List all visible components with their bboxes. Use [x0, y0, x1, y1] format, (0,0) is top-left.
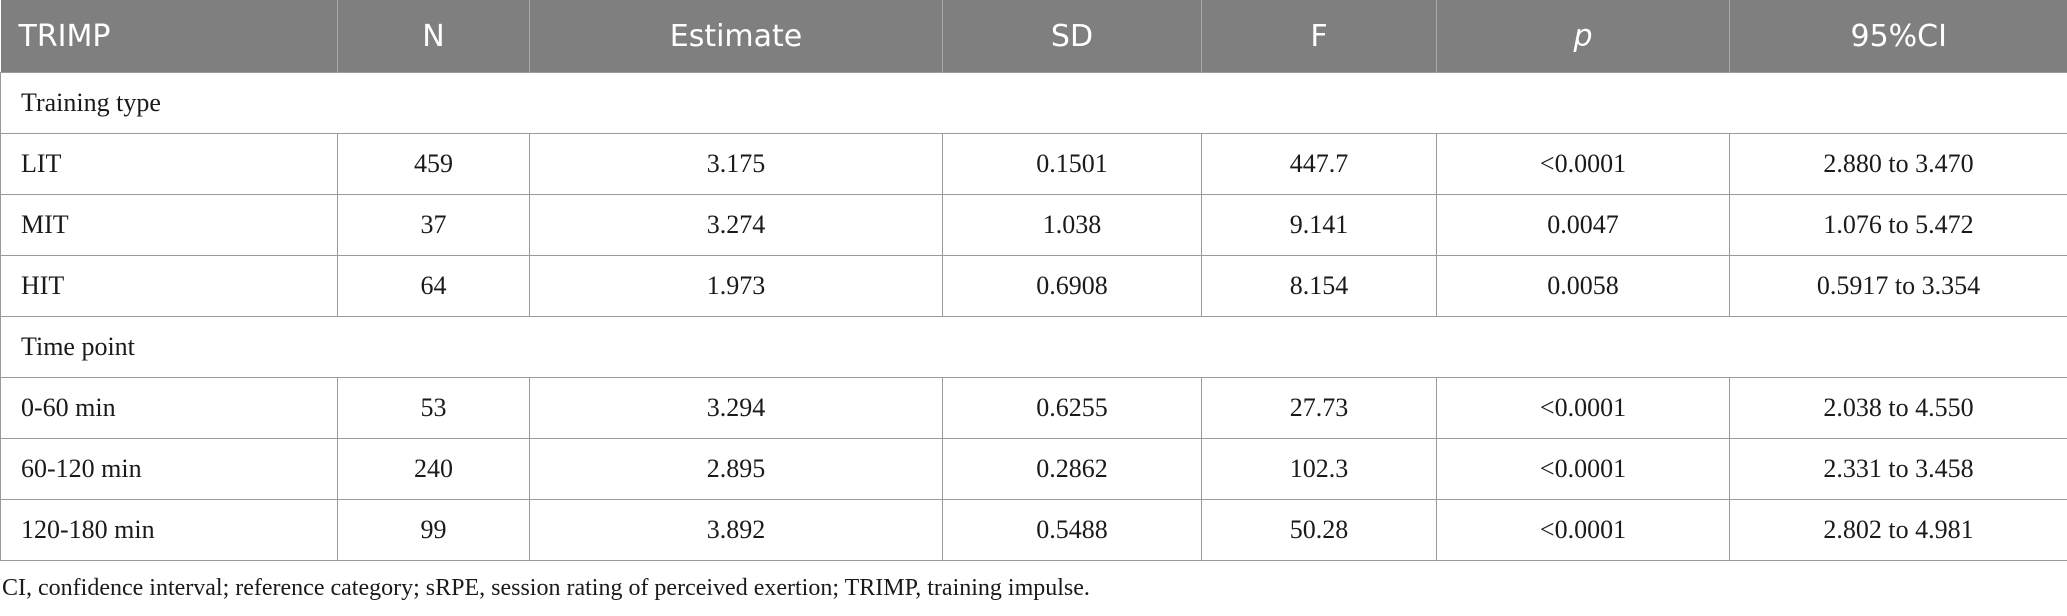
table-row: MIT 37 3.274 1.038 9.141 0.0047 1.076 to… — [0, 194, 2067, 256]
cell-p: <0.0001 — [1436, 438, 1730, 500]
table-row: 120-180 min 99 3.892 0.5488 50.28 <0.000… — [0, 499, 2067, 561]
column-header-ci: 95%CI — [1729, 0, 2067, 73]
cell-estimate: 3.892 — [529, 499, 943, 561]
cell-sd: 0.6908 — [942, 255, 1202, 317]
column-header-f: F — [1201, 0, 1437, 73]
row-label: 60-120 min — [0, 438, 338, 500]
column-header-estimate: Estimate — [529, 0, 943, 73]
row-label: MIT — [0, 194, 338, 256]
cell-ci: 2.880 to 3.470 — [1729, 133, 2067, 195]
cell-n: 37 — [337, 194, 530, 256]
cell-f: 50.28 — [1201, 499, 1437, 561]
column-header-p: p — [1436, 0, 1730, 73]
cell-sd: 0.5488 — [942, 499, 1202, 561]
cell-p: <0.0001 — [1436, 377, 1730, 439]
table-footnote: CI, confidence interval; reference categ… — [2, 575, 1090, 601]
column-header-sd: SD — [942, 0, 1202, 73]
section-title: Training type — [0, 72, 2067, 134]
cell-sd: 0.6255 — [942, 377, 1202, 439]
cell-sd: 1.038 — [942, 194, 1202, 256]
cell-p: <0.0001 — [1436, 499, 1730, 561]
table-header-row: TRIMP N Estimate SD F p 95%CI — [0, 0, 2067, 73]
row-label: LIT — [0, 133, 338, 195]
cell-p: <0.0001 — [1436, 133, 1730, 195]
cell-p: 0.0047 — [1436, 194, 1730, 256]
cell-estimate: 2.895 — [529, 438, 943, 500]
cell-ci: 2.038 to 4.550 — [1729, 377, 2067, 439]
column-header-trimp: TRIMP — [0, 0, 338, 73]
cell-sd: 0.2862 — [942, 438, 1202, 500]
section-row-time-point: Time point — [0, 316, 2067, 378]
cell-estimate: 3.294 — [529, 377, 943, 439]
cell-ci: 2.331 to 3.458 — [1729, 438, 2067, 500]
cell-ci: 0.5917 to 3.354 — [1729, 255, 2067, 317]
cell-n: 240 — [337, 438, 530, 500]
cell-n: 53 — [337, 377, 530, 439]
cell-estimate: 3.175 — [529, 133, 943, 195]
row-label: 120-180 min — [0, 499, 338, 561]
cell-n: 64 — [337, 255, 530, 317]
cell-estimate: 1.973 — [529, 255, 943, 317]
table-row: HIT 64 1.973 0.6908 8.154 0.0058 0.5917 … — [0, 255, 2067, 317]
section-row-training-type: Training type — [0, 72, 2067, 134]
cell-f: 9.141 — [1201, 194, 1437, 256]
statistics-table: TRIMP N Estimate SD F p 95%CI Training t… — [0, 0, 2067, 561]
cell-n: 99 — [337, 499, 530, 561]
row-label: HIT — [0, 255, 338, 317]
table-row: LIT 459 3.175 0.1501 447.7 <0.0001 2.880… — [0, 133, 2067, 195]
table-row: 60-120 min 240 2.895 0.2862 102.3 <0.000… — [0, 438, 2067, 500]
row-label: 0-60 min — [0, 377, 338, 439]
cell-estimate: 3.274 — [529, 194, 943, 256]
cell-n: 459 — [337, 133, 530, 195]
cell-sd: 0.1501 — [942, 133, 1202, 195]
cell-ci: 2.802 to 4.981 — [1729, 499, 2067, 561]
section-title: Time point — [0, 316, 2067, 378]
cell-f: 102.3 — [1201, 438, 1437, 500]
cell-f: 8.154 — [1201, 255, 1437, 317]
cell-p: 0.0058 — [1436, 255, 1730, 317]
table-row: 0-60 min 53 3.294 0.6255 27.73 <0.0001 2… — [0, 377, 2067, 439]
cell-ci: 1.076 to 5.472 — [1729, 194, 2067, 256]
cell-f: 27.73 — [1201, 377, 1437, 439]
cell-f: 447.7 — [1201, 133, 1437, 195]
column-header-n: N — [337, 0, 530, 73]
